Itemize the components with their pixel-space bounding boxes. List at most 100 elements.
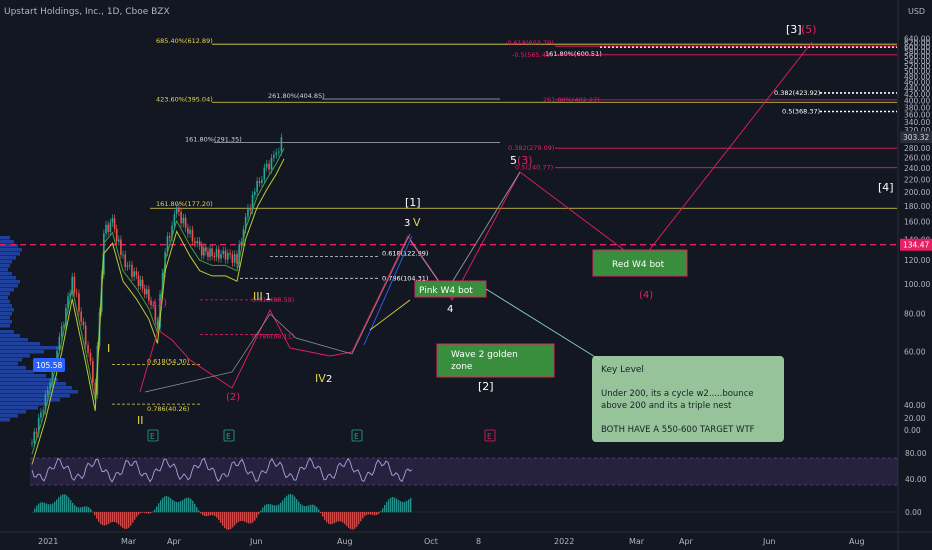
- pink-w4-label: Pink W4 bot: [419, 286, 473, 296]
- note-line-1: Under 200, its a cycle w2.....bounce: [601, 389, 754, 399]
- macd-bar: [124, 512, 126, 529]
- candle-body: [69, 293, 71, 297]
- macd-bar: [218, 512, 220, 521]
- wave-label-bracket-2: [2]: [478, 380, 494, 393]
- candle-body: [135, 271, 138, 276]
- candle-body: [194, 241, 196, 244]
- macd-bar: [170, 498, 172, 513]
- candle-body: [182, 217, 185, 224]
- volume-profile-bar: [0, 288, 14, 292]
- macd-bar: [158, 503, 160, 513]
- volume-profile-bar: [0, 410, 26, 414]
- macd-bar: [398, 500, 400, 513]
- volume-profile-bar: [0, 330, 14, 334]
- volume-profile-bar: [0, 418, 10, 422]
- candle-body: [124, 254, 127, 267]
- candle-body: [141, 279, 144, 289]
- volume-profile-bar: [0, 256, 16, 260]
- macd-bar: [356, 512, 358, 527]
- candle-body: [254, 191, 256, 195]
- macd-bar: [48, 504, 50, 513]
- candle-body: [191, 229, 194, 242]
- candle-body: [227, 253, 229, 260]
- macd-bar: [254, 512, 256, 521]
- candle-body: [240, 241, 243, 245]
- volume-profile-bar: [0, 338, 28, 342]
- candle-body: [92, 361, 94, 383]
- macd-bar: [270, 504, 272, 513]
- candle-body: [80, 311, 82, 322]
- macd-bar: [74, 505, 76, 513]
- note-pointer: [485, 288, 601, 361]
- candle-body: [146, 289, 148, 295]
- candle-body: [137, 275, 140, 286]
- macd-bar: [164, 496, 166, 513]
- macd-bar: [210, 512, 212, 516]
- candle-body: [173, 214, 176, 226]
- macd-bar: [288, 494, 290, 513]
- macd-bar: [36, 505, 38, 513]
- macd-bar: [330, 512, 332, 525]
- macd-bar: [276, 505, 278, 513]
- candle-body: [203, 247, 205, 256]
- candle-body: [31, 443, 33, 444]
- macd-bar: [76, 506, 78, 513]
- macd-bar: [268, 503, 270, 513]
- macd-bar: [180, 501, 182, 513]
- note-line-3: BOTH HAVE A 550-600 TARGET WTF: [601, 425, 755, 435]
- candle-body: [89, 352, 92, 362]
- candle-body: [120, 239, 122, 255]
- fib-label-261-white: 261.80%(404.85): [268, 92, 325, 100]
- macd-bar: [406, 500, 408, 513]
- macd-bar: [72, 502, 74, 513]
- time-tick-label: Oct: [424, 537, 438, 546]
- macd-bar: [156, 506, 158, 513]
- earnings-marker-label: E: [487, 432, 492, 441]
- candle-body: [40, 412, 42, 418]
- fib-label-0618-yellow: 0.618(54.30): [147, 358, 189, 366]
- candle-body: [117, 239, 120, 242]
- fib-label-0382-white: 0.382(423.92): [774, 89, 820, 97]
- macd-bar: [392, 497, 394, 513]
- fib-label-0786-pink: 0.786(68.11): [252, 333, 294, 341]
- candle-body: [268, 163, 270, 170]
- macd-bar: [118, 512, 120, 525]
- earnings-marker-label: E: [150, 432, 155, 441]
- macd-bar: [262, 507, 264, 513]
- macd-bar: [240, 512, 242, 521]
- macd-bar: [92, 511, 94, 513]
- candle-body: [139, 279, 142, 286]
- macd-bar: [90, 508, 92, 513]
- candle-body: [229, 253, 231, 255]
- macd-bar: [68, 497, 70, 513]
- wave-label-bracket-4: [4]: [878, 181, 894, 194]
- macd-bar: [396, 498, 398, 513]
- price-tick-label: 540.00: [904, 57, 930, 66]
- price-tick-label: 600.00: [904, 43, 930, 52]
- candle-body: [154, 305, 157, 321]
- macd-bar: [278, 504, 280, 513]
- macd-bar: [100, 512, 102, 525]
- wave2-label-line1: Wave 2 golden: [451, 350, 518, 360]
- macd-bar: [250, 512, 252, 524]
- wave-label-white-4: 4: [447, 304, 453, 315]
- macd-bar: [154, 509, 156, 513]
- wave-label-bracket-3: [3]: [786, 23, 802, 36]
- macd-bar: [296, 499, 298, 513]
- macd-bar: [372, 512, 374, 516]
- macd-bar: [384, 505, 386, 513]
- macd-bar: [94, 512, 96, 516]
- macd-bar: [332, 512, 334, 524]
- fib-label-685: 685.40%(612.89): [156, 37, 213, 45]
- macd-bar: [402, 501, 404, 513]
- macd-bar: [110, 512, 112, 523]
- macd-bar: [360, 512, 362, 522]
- price-tick-label: 520.00: [904, 62, 930, 71]
- macd-bar: [368, 512, 370, 515]
- price-tick-label: 460.00: [904, 78, 930, 87]
- macd-bar: [286, 495, 288, 513]
- volume-profile-bar: [0, 378, 58, 382]
- macd-bar: [386, 501, 388, 513]
